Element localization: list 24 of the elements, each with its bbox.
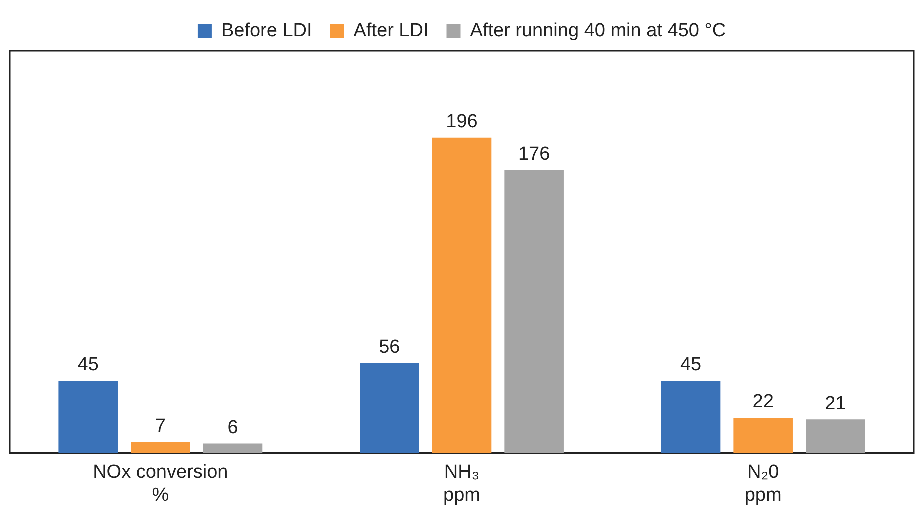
bar	[131, 442, 190, 454]
legend-label: After running 40 min at 450 °C	[470, 20, 726, 42]
data-label: 6	[228, 417, 238, 438]
bar	[806, 420, 866, 454]
data-label: 7	[155, 416, 166, 437]
data-label: 56	[379, 336, 400, 358]
bar	[432, 138, 492, 454]
x-tick-label: NH₃ ppm	[444, 462, 480, 506]
data-label: 45	[680, 354, 702, 376]
data-label: 22	[752, 392, 774, 413]
bar	[203, 444, 263, 454]
bar	[504, 170, 564, 454]
x-tick-label: N₂0 ppm	[744, 462, 782, 506]
x-tick-label: NOx conversion %	[93, 462, 228, 506]
bar	[661, 380, 721, 454]
data-label: 196	[446, 112, 478, 133]
data-label: 21	[825, 393, 846, 414]
legend-label: Before LDI	[221, 20, 312, 42]
data-label: 45	[78, 354, 99, 376]
bar	[734, 418, 793, 454]
bar	[58, 380, 118, 454]
data-label: 176	[518, 144, 550, 165]
legend-label: After LDI	[354, 20, 429, 42]
bar	[360, 363, 420, 454]
